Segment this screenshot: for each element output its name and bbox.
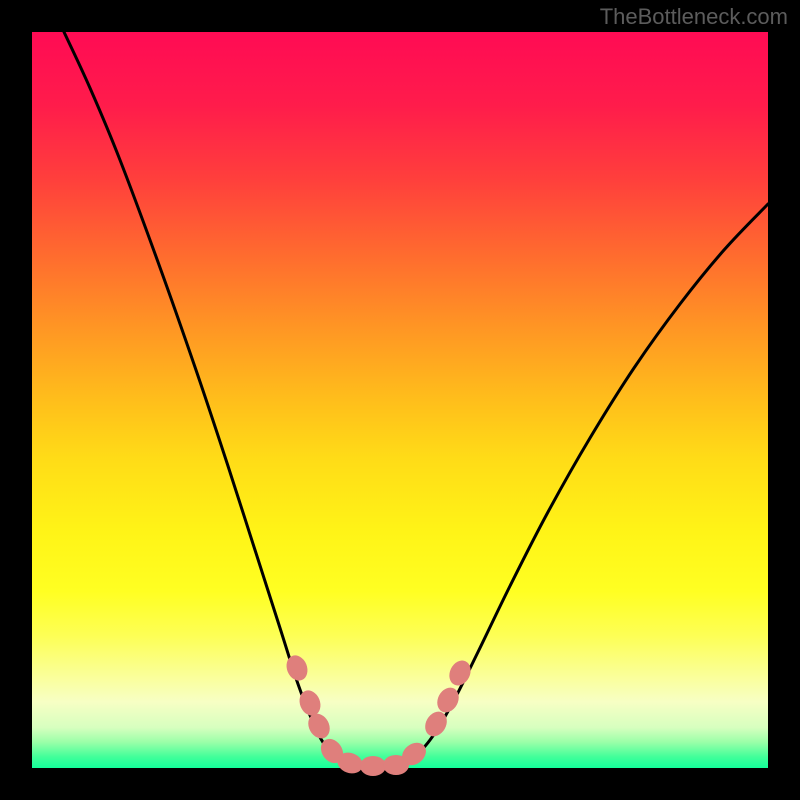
data-markers xyxy=(0,0,800,800)
marker-point xyxy=(360,756,386,776)
marker-point xyxy=(296,687,324,719)
marker-point xyxy=(445,657,474,689)
marker-point xyxy=(283,652,311,684)
marker-point xyxy=(433,684,463,716)
marker-point xyxy=(421,708,451,741)
watermark-text: TheBottleneck.com xyxy=(600,4,788,30)
